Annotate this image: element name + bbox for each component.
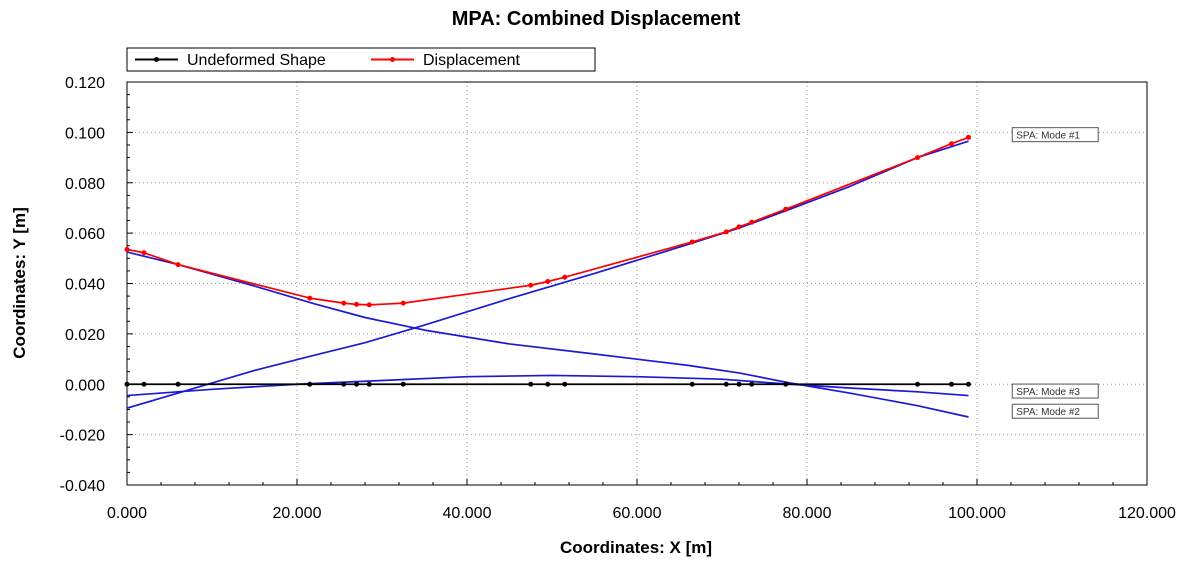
data-point [915, 381, 920, 387]
y-tick-label: 0.000 [65, 377, 105, 394]
data-point [736, 381, 742, 387]
y-tick-label: 0.080 [65, 176, 105, 193]
series-line-mode-2 [126, 251, 969, 418]
x-tick-label: 0.000 [107, 505, 147, 522]
data-point [124, 246, 130, 252]
annotations: SPA: Mode #1 SPA: Mode #3 SPA: Mode #2 [1011, 127, 1099, 419]
data-point [141, 250, 147, 256]
y-axis-title: Coordinates: Y [m] [10, 207, 29, 358]
y-tick-label: 0.060 [65, 226, 105, 243]
x-tick-label: 40.000 [443, 505, 492, 522]
annotation-box [1011, 383, 1099, 399]
annotation-box [1011, 403, 1099, 419]
x-tick-label: 120.000 [1118, 505, 1176, 522]
data-point [736, 224, 742, 230]
x-axis-title: Coordinates: X [m] [560, 538, 712, 557]
minor-ticks [126, 81, 1148, 486]
data-point [783, 381, 789, 387]
y-tick-label: 0.020 [65, 327, 105, 344]
data-point [749, 381, 755, 387]
data-point [749, 219, 755, 225]
data-point [545, 381, 551, 387]
y-tick-label: 0.040 [65, 277, 105, 294]
series-lines [124, 134, 971, 418]
data-point [341, 300, 347, 306]
data-point [341, 381, 347, 387]
legend-label-undeformed: Undeformed Shape [187, 52, 326, 69]
annotation-box [1011, 127, 1099, 143]
data-point [124, 381, 130, 387]
data-point [723, 229, 729, 235]
grid-lines [127, 82, 1147, 485]
data-point [949, 381, 954, 387]
data-point [354, 301, 359, 307]
data-point [307, 295, 313, 301]
data-point [915, 155, 920, 161]
data-point [366, 381, 372, 387]
data-point [689, 239, 695, 245]
legend-label-displacement: Displacement [423, 52, 520, 69]
data-point [562, 381, 568, 387]
y-tick-label: -0.020 [60, 428, 105, 445]
data-point [307, 381, 313, 387]
x-tick-label: 60.000 [613, 505, 662, 522]
annotation-label: SPA: Mode #2 [1016, 407, 1080, 418]
data-point [366, 302, 372, 308]
legend-box [126, 47, 596, 72]
data-point [528, 381, 534, 387]
data-point [354, 381, 359, 387]
data-point [400, 381, 406, 387]
x-tick-label: 100.000 [948, 505, 1006, 522]
chart-title: MPA: Combined Displacement [452, 8, 741, 30]
data-point [141, 381, 147, 387]
data-point [949, 141, 954, 147]
data-point [175, 262, 181, 268]
series-line-mode-1 [126, 140, 969, 409]
data-point [689, 381, 695, 387]
x-tick-label: 20.000 [273, 505, 322, 522]
data-point [528, 282, 534, 288]
annotation-label: SPA: Mode #3 [1016, 387, 1080, 398]
x-tick-label: 80.000 [783, 505, 832, 522]
data-point [562, 274, 568, 280]
annotation-label: SPA: Mode #1 [1016, 131, 1080, 142]
y-tick-label: -0.040 [60, 478, 105, 495]
data-point [783, 206, 789, 212]
legend-marker-undeformed [154, 57, 159, 62]
data-point [723, 381, 729, 387]
y-tick-label: 0.100 [65, 125, 105, 142]
data-point [966, 381, 971, 387]
data-point [175, 381, 181, 387]
x-tick-labels: 0.000 20.000 40.000 60.000 80.000 100.000 120.… [107, 505, 1176, 522]
data-point [545, 278, 551, 284]
data-point [966, 134, 971, 140]
legend: Undeformed Shape Displacement [126, 47, 596, 72]
data-point [400, 300, 406, 306]
y-tick-label: 0.120 [65, 75, 105, 92]
legend-marker-displacement [390, 57, 395, 62]
y-tick-labels: -0.040 -0.020 0.000 0.020 0.040 0.060 0.080 0.1… [60, 75, 105, 495]
